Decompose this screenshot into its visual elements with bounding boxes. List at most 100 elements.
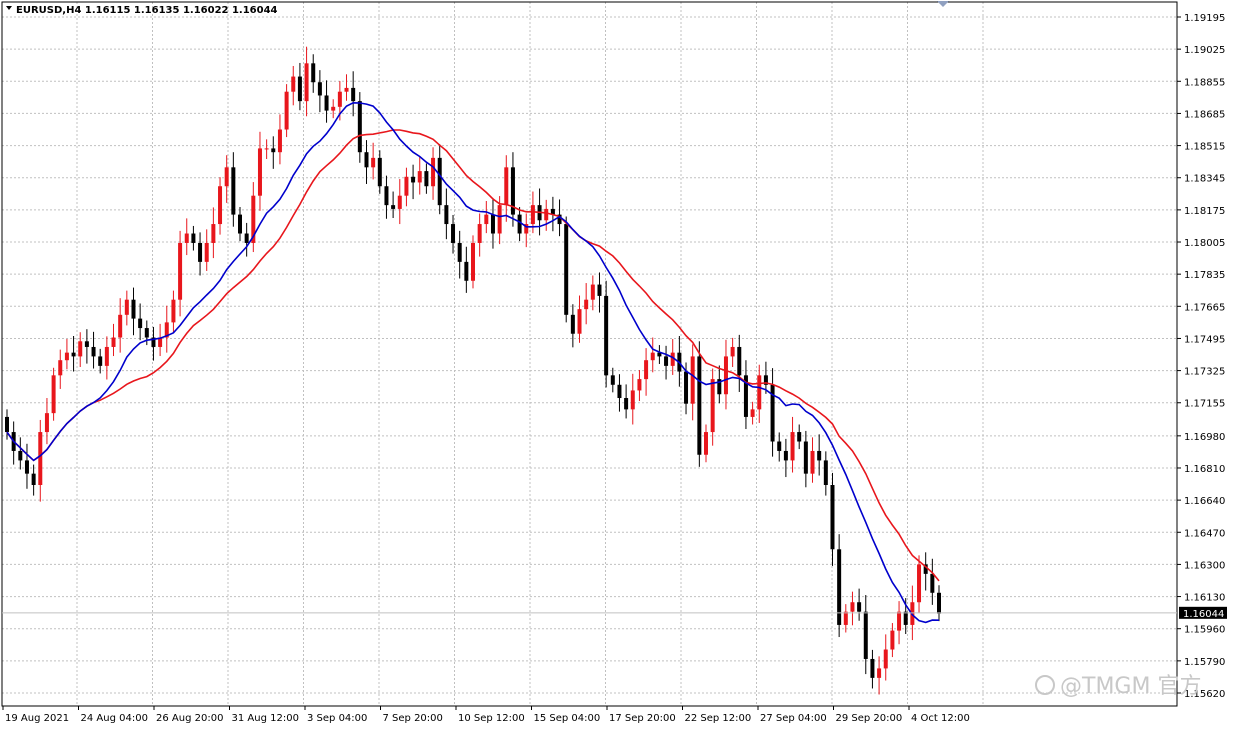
candle-body: [351, 87, 356, 102]
candle: [797, 424, 802, 450]
candle: [451, 214, 456, 254]
candle-body: [757, 375, 762, 410]
candle: [490, 197, 495, 249]
candle-body: [404, 176, 409, 196]
candle: [5, 409, 9, 440]
candle: [184, 218, 189, 256]
candle-body: [78, 341, 83, 357]
candle: [577, 295, 582, 343]
time-tick-label: 26 Aug 20:00: [156, 713, 223, 724]
candle-body: [58, 360, 63, 376]
candle: [783, 438, 788, 478]
candle: [198, 232, 203, 276]
candle-body: [550, 208, 555, 215]
candle: [823, 451, 828, 496]
candle-body: [204, 242, 209, 262]
candle-body: [471, 242, 475, 281]
candle: [218, 177, 223, 235]
current-price-box: [1179, 606, 1227, 619]
candle: [584, 283, 589, 325]
candle-body: [557, 214, 562, 225]
candle: [850, 591, 855, 626]
time-axis: 19 Aug 2021 24 Aug 04:00 26 Aug 20:00 31 Au…: [2, 706, 970, 724]
candle-body: [810, 450, 815, 474]
candle-body: [344, 87, 349, 92]
candle: [257, 131, 262, 211]
candle-body: [484, 214, 489, 225]
candle: [564, 216, 569, 323]
candle-body: [384, 186, 389, 206]
candle-body: [417, 171, 422, 183]
time-tick-label: 7 Sep 20:00: [383, 713, 443, 724]
candle-body: [111, 337, 116, 347]
candle: [777, 432, 782, 462]
candle: [224, 155, 229, 203]
chart-menu-triangle-icon[interactable]: [6, 6, 12, 10]
candle: [750, 401, 755, 425]
scroll-shift-marker-icon[interactable]: [937, 1, 949, 7]
candle: [937, 585, 941, 622]
candle: [297, 62, 302, 111]
candle: [324, 80, 329, 123]
time-tick-label: 10 Sep 12:00: [458, 713, 525, 724]
candle: [544, 199, 549, 231]
candle: [124, 290, 129, 326]
candle: [597, 272, 602, 313]
candle-body: [584, 299, 589, 310]
candle: [857, 588, 862, 621]
candle-body: [870, 658, 875, 678]
candle-body: [304, 63, 309, 102]
time-tick-label: 17 Sep 20:00: [609, 713, 676, 724]
price-tick-label: 1.15960: [1184, 625, 1225, 636]
candle: [24, 443, 29, 489]
candle: [743, 360, 748, 430]
candle-body: [604, 295, 609, 376]
candle-body: [670, 352, 675, 366]
candle-body: [124, 299, 129, 315]
candle-body: [411, 176, 416, 183]
candle-body: [770, 384, 775, 442]
price-tick-label: 1.16810: [1184, 464, 1225, 475]
price-tick-label: 1.18855: [1184, 77, 1225, 88]
candle: [371, 142, 376, 180]
candle-body: [903, 611, 908, 625]
candle: [317, 70, 322, 113]
candle: [730, 337, 735, 368]
price-tick-label: 1.16640: [1184, 496, 1225, 507]
time-tick-label: 31 Aug 12:00: [232, 713, 299, 724]
candle: [770, 368, 775, 457]
candle-body: [837, 549, 842, 625]
candle-body: [863, 611, 868, 659]
candle: [863, 595, 868, 675]
candle-body: [31, 473, 36, 485]
candle-body: [277, 129, 282, 153]
current-price-label: 1.16044: [1183, 609, 1224, 620]
candle: [790, 416, 795, 473]
candle: [810, 437, 815, 483]
candle-body: [697, 356, 702, 455]
candle: [624, 384, 629, 419]
candle-body: [883, 649, 888, 669]
candle: [51, 367, 56, 421]
candle-body: [184, 233, 189, 243]
price-axis: 1.19195 1.19025 1.18855 1.18685 1.18515 1.183…: [1177, 13, 1225, 700]
candle-body: [191, 233, 196, 243]
candle-body: [357, 101, 362, 153]
candle-body: [218, 186, 223, 225]
candle: [284, 84, 289, 138]
candle: [803, 430, 808, 488]
candle-body: [610, 375, 615, 385]
candle: [630, 373, 635, 425]
time-tick-label: 19 Aug 2021: [5, 713, 69, 724]
candle: [251, 182, 256, 253]
candle: [271, 136, 276, 169]
candle-body: [198, 242, 203, 262]
candle-body: [657, 352, 662, 357]
candle-body: [730, 346, 735, 357]
candle: [98, 348, 103, 374]
plot-area-border: [1, 1, 1178, 707]
candle: [477, 213, 482, 257]
